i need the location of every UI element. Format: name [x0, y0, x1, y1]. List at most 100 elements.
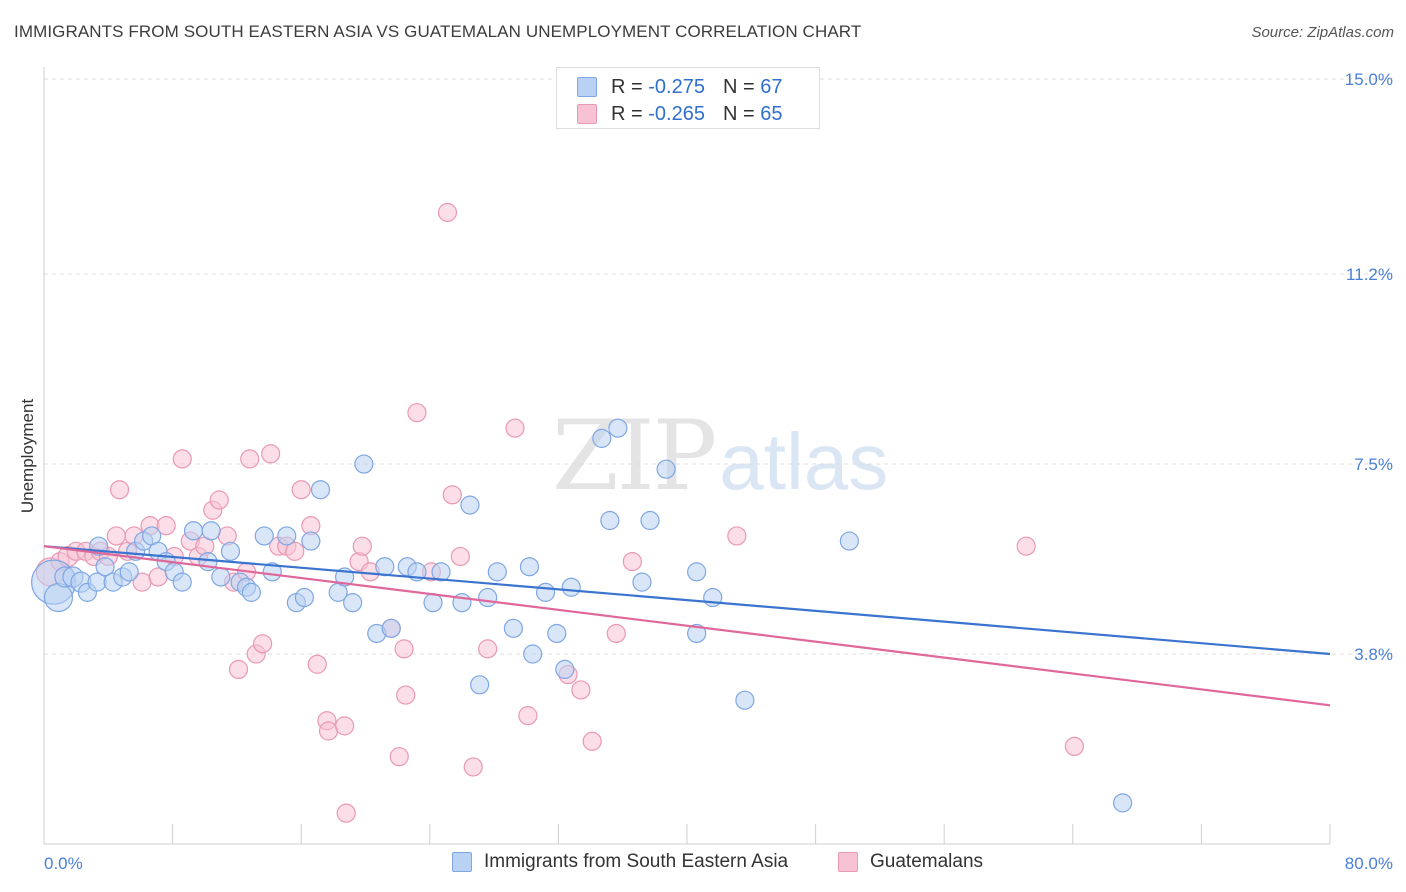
blue-point	[277, 526, 297, 546]
x-tick-label: 0.0%	[44, 854, 83, 873]
blue-point	[423, 593, 443, 613]
pink-point	[407, 403, 427, 423]
legend-r-label: R =	[611, 75, 643, 98]
legend-n-label: N =	[722, 102, 755, 125]
series-legend-label: Guatemalans	[870, 851, 984, 872]
blue-point	[735, 690, 755, 710]
blue-point	[301, 531, 321, 551]
blue-point	[555, 659, 575, 680]
pink-point	[463, 757, 483, 777]
pink-point	[394, 639, 414, 659]
legend-r-value: -0.265	[648, 102, 705, 125]
blue-point	[375, 557, 395, 577]
blue-point	[519, 557, 540, 577]
blue-point	[656, 459, 676, 479]
blue-point	[211, 567, 231, 587]
blue-point	[310, 480, 331, 500]
blue-point	[1113, 793, 1133, 813]
pink-point	[505, 418, 525, 438]
pink-point	[240, 449, 260, 469]
pink-point	[606, 623, 626, 644]
pink-point	[253, 634, 273, 654]
blue-point	[640, 510, 660, 531]
series-legend-label: Immigrants from South Eastern Asia	[484, 851, 789, 872]
series-swatch-pink	[838, 852, 858, 872]
series-legend: Immigrants from South Eastern Asia Guate…	[0, 851, 1406, 877]
blue-trend-line	[43, 545, 1331, 656]
chart-title: IMMIGRANTS FROM SOUTH EASTERN ASIA VS GU…	[14, 22, 862, 41]
y-tick-label: 15.0%	[1345, 70, 1393, 89]
series-swatch-blue	[452, 852, 472, 872]
blue-point	[95, 557, 115, 577]
pink-point	[352, 536, 372, 556]
y-tick-label: 7.5%	[1354, 455, 1393, 474]
blue-point	[608, 418, 628, 438]
blue-point	[43, 582, 74, 613]
pink-point	[291, 480, 311, 500]
series-legend-item-pink[interactable]: Guatemalans	[838, 851, 983, 873]
blue-point	[478, 587, 498, 608]
y-tick-label: 3.8%	[1354, 645, 1393, 664]
y-tick-label: 11.2%	[1346, 265, 1393, 284]
legend-row-pink: R = -0.265 N = 65	[577, 101, 782, 127]
blue-point	[600, 510, 620, 531]
blue-point	[354, 454, 374, 474]
blue-point	[460, 495, 480, 515]
x-tick-label: 80.0%	[1345, 854, 1393, 873]
legend-n-value: 65	[760, 102, 783, 125]
pink-point	[318, 721, 339, 741]
blue-point	[172, 572, 192, 592]
blue-point	[592, 428, 612, 448]
blue-point	[119, 562, 139, 582]
blue-point	[431, 562, 451, 582]
legend-swatch-blue	[577, 77, 597, 97]
blue-point	[201, 521, 221, 541]
blue-point	[503, 618, 523, 638]
pink-point	[518, 706, 538, 726]
blue-point	[254, 526, 274, 546]
pink-point	[1064, 736, 1085, 757]
blue-point	[183, 521, 204, 541]
blue-point	[470, 675, 490, 695]
blue-point	[687, 623, 707, 644]
pink-point	[307, 654, 327, 674]
pink-point	[727, 526, 747, 546]
blue-point	[561, 577, 581, 597]
blue-point	[343, 593, 363, 613]
pink-point	[109, 480, 130, 500]
pink-point	[285, 541, 305, 561]
blue-point	[220, 541, 241, 561]
pink-point	[450, 546, 470, 567]
pink-point	[335, 716, 355, 736]
blue-point	[535, 582, 556, 602]
pink-point	[336, 803, 356, 823]
blue-point	[523, 644, 543, 664]
pink-point	[396, 685, 416, 705]
pink-point	[156, 516, 176, 536]
pink-point	[389, 747, 409, 767]
pink-point	[209, 490, 229, 510]
pink-point	[228, 659, 249, 680]
pink-point	[571, 680, 591, 700]
pink-point	[217, 526, 237, 546]
legend-n-label: N =	[722, 75, 755, 98]
correlation-legend: R = -0.275 N = 67 R = -0.265 N = 65	[556, 67, 820, 129]
series-legend-item-blue[interactable]: Immigrants from South Eastern Asia	[452, 851, 788, 873]
blue-point	[487, 562, 507, 582]
blue-point	[294, 587, 315, 608]
y-axis-title: Unemployment	[18, 399, 37, 514]
pink-point	[172, 449, 192, 469]
blue-point	[632, 572, 652, 592]
blue-point	[687, 562, 707, 582]
pink-point	[437, 202, 458, 223]
pink-point	[1016, 536, 1036, 556]
pink-point	[478, 639, 498, 659]
blue-point	[241, 582, 261, 602]
pink-point	[106, 526, 126, 546]
source-label[interactable]: Source: ZipAtlas.com	[1251, 24, 1394, 41]
legend-row-blue: R = -0.275 N = 67	[577, 74, 782, 100]
blue-point	[839, 531, 859, 551]
pink-point	[582, 731, 602, 751]
pink-point	[261, 444, 281, 464]
